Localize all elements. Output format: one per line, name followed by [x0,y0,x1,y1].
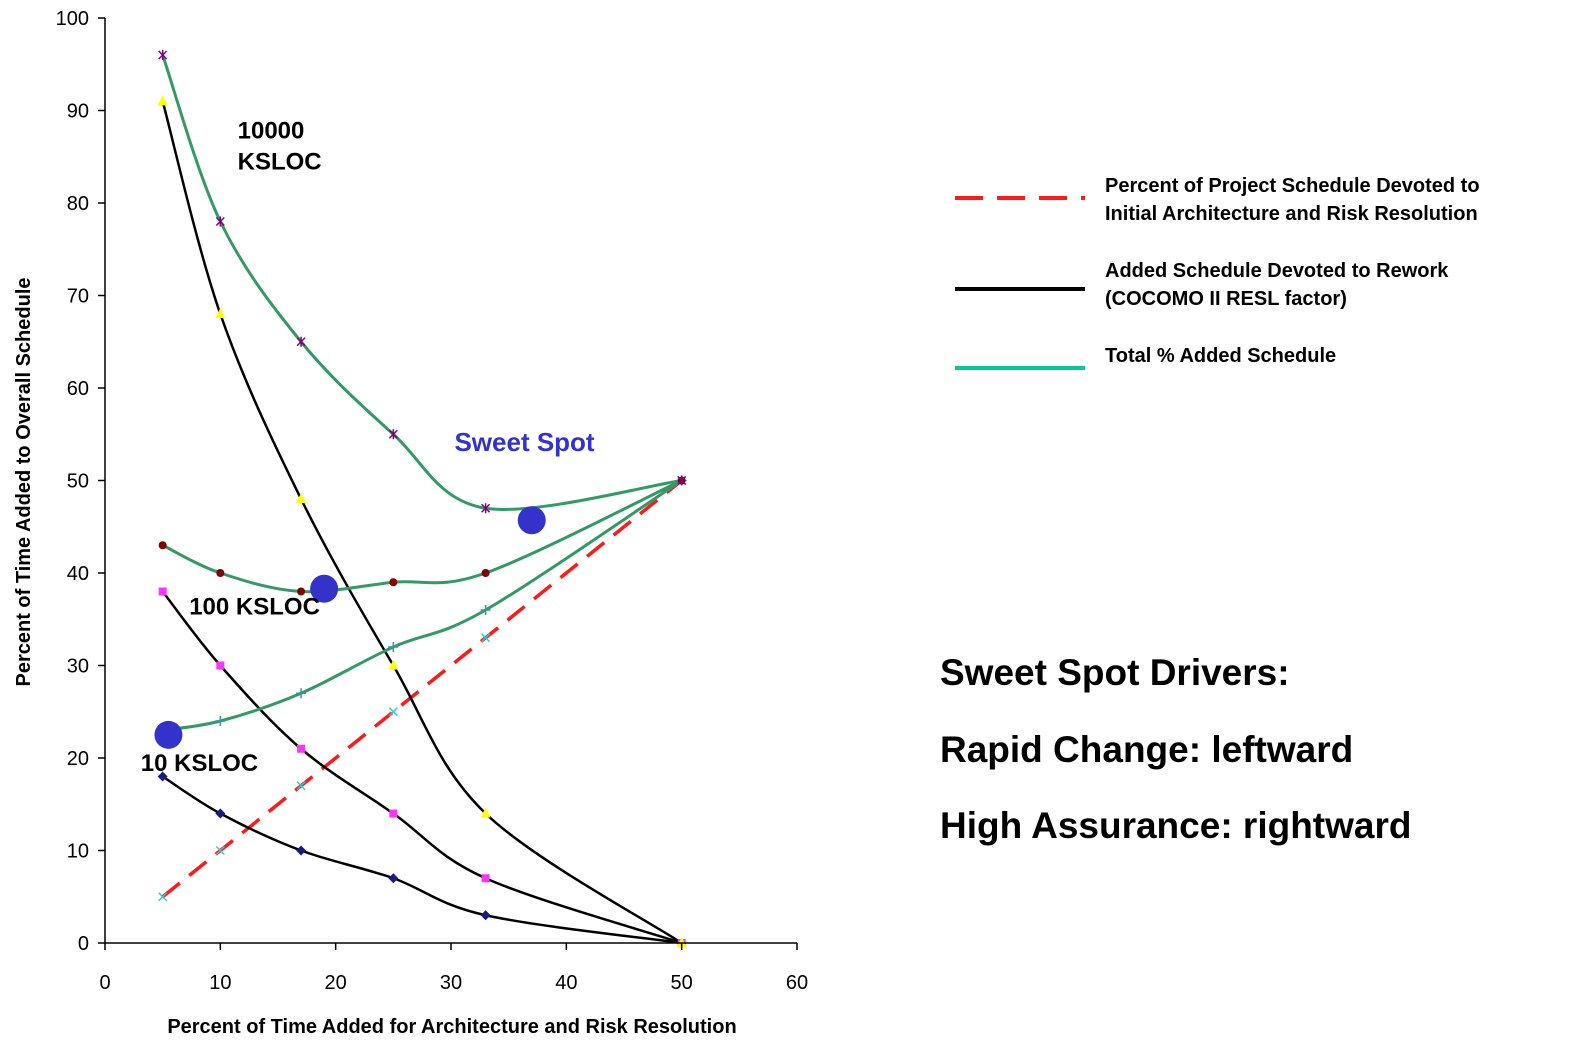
x-tick-label: 30 [440,972,462,994]
data-point [215,216,225,227]
chart-annotation: 100 KSLOC [189,594,320,621]
y-tick-label: 80 [67,193,89,215]
chart-annotation: Sweet Spot [454,427,594,457]
data-point [388,873,399,884]
x-tick-label: 0 [99,972,110,994]
plot-area: 10000 KSLOC 100 KSLOC 10 KSLOC Sweet Spot [141,50,687,948]
data-point [481,633,491,643]
data-point [481,874,490,883]
data-point [389,809,398,818]
data-point [480,605,491,615]
series-line-rework-10000-ksloc [161,100,683,945]
data-point [157,95,168,106]
data-point [388,429,398,440]
data-point [215,845,225,856]
data-point [215,808,226,819]
drivers-title: Sweet Spot Drivers: [940,652,1290,693]
data-point [158,541,167,550]
data-point [216,569,225,577]
data-point [388,659,399,670]
data-point [158,892,168,902]
chart-annotation: 10 KSLOC [141,750,258,777]
data-point [480,807,491,818]
legend-label-architecture: Percent of Project Schedule Devoted to I… [1105,175,1480,225]
x-tick-label: 50 [671,972,693,994]
chart-annotation: 10000 [238,117,305,144]
data-point [296,336,306,347]
data-point [481,503,491,514]
drivers-rapid-change: Rapid Change: leftward [940,729,1354,770]
chart-annotation: KSLOC [238,149,322,176]
data-point [296,493,307,503]
data-point [297,587,306,596]
data-point [158,50,168,60]
legend-label-rework: Added Schedule Devoted to Rework (COCOMO… [1105,260,1449,310]
y-tick-label: 20 [67,748,89,770]
y-tick-label: 50 [67,471,89,493]
data-point [215,308,226,318]
sweet-spot-marker [154,720,183,749]
y-axis-label: Percent of Time Added to Overall Schedul… [13,278,35,687]
data-point [480,910,491,921]
data-point [296,781,306,791]
data-point [158,587,167,596]
x-tick-label: 10 [209,972,231,994]
data-point [296,688,307,699]
data-point [481,569,490,577]
x-tick-label: 40 [555,972,577,994]
data-point [216,661,225,670]
data-point [157,771,168,782]
data-point [677,475,687,486]
data-point [388,707,398,717]
data-point [215,716,226,726]
y-tick-label: 30 [67,656,89,678]
sweet-spot-marker [310,574,339,603]
y-tick-label: 70 [67,286,89,308]
data-point [676,937,687,947]
y-tick-label: 90 [67,101,89,123]
legend-label-total: Total % Added Schedule [1105,345,1337,367]
x-tick-label: 60 [786,972,808,994]
y-tick-label: 10 [67,841,89,863]
y-tick-label: 0 [78,933,89,955]
y-tick-label: 60 [67,378,89,400]
sweet-spot-marker [517,506,546,535]
y-tick-label: 100 [56,8,89,30]
legend-swatches [955,196,1085,370]
axes: 0 10 20 30 40 50 60 0 10 20 30 40 50 60 70 80 90 100 [56,8,809,994]
x-tick-label: 20 [325,972,347,994]
data-point [296,845,307,856]
data-point [389,578,398,587]
y-tick-label: 40 [67,563,89,585]
data-point [388,642,399,652]
data-point [297,744,306,753]
x-axis-label: Percent of Time Added for Architecture a… [167,1016,736,1038]
drivers-high-assurance: High Assurance: rightward [940,805,1412,846]
